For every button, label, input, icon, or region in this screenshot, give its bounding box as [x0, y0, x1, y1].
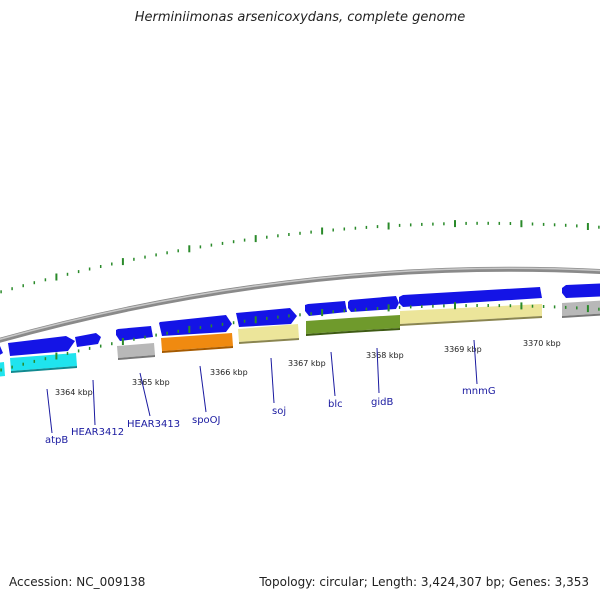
gene-labels: atpB HEAR3412 HEAR3413 spoOJ soj blc gid…	[45, 386, 496, 446]
tick-label: 3370 kbp	[523, 339, 561, 348]
gene-bar-spoOJ[interactable]	[161, 333, 233, 351]
accession-label: Accession: NC_009138	[9, 575, 146, 589]
gene-label-lines	[46, 339, 478, 434]
tick-label: 3366 kbp	[210, 368, 248, 377]
gene-arrow[interactable]	[75, 333, 101, 347]
tick-label: 3369 kbp	[444, 345, 482, 354]
gene-bar-soj-edge	[239, 338, 299, 344]
gene-bar-blc[interactable]	[306, 318, 349, 334]
tick-label: 3364 kbp	[55, 388, 93, 397]
gene-arrow[interactable]	[8, 336, 75, 356]
gene-bar-gidB-edge	[349, 328, 400, 333]
genome-backbone	[0, 266, 600, 343]
gene-label-gidB[interactable]: gidB	[371, 397, 393, 408]
gene-bar-right-grey[interactable]	[562, 300, 600, 316]
gene-label-HEAR3413[interactable]: HEAR3413	[127, 419, 180, 430]
gene-label-blc[interactable]: blc	[328, 399, 343, 410]
gene-bar-right-grey-edge	[562, 313, 600, 318]
kbp-ticks: 3364 kbp 3365 kbp 3366 kbp 3367 kbp 3368…	[55, 339, 561, 397]
gene-bar-atpB-left[interactable]	[0, 362, 5, 377]
outer-tick-ring	[0, 220, 600, 294]
gene-bar-atpB-edge	[11, 366, 77, 373]
gene-label-spoOJ[interactable]: spoOJ	[192, 415, 221, 426]
gene-arrow[interactable]	[116, 326, 153, 341]
gene-label-HEAR3412[interactable]: HEAR3412	[71, 427, 124, 438]
gene-bar-HEAR3413-edge	[118, 355, 155, 360]
gene-arrow[interactable]	[348, 296, 399, 312]
gene-bar-gidB[interactable]	[349, 315, 400, 331]
tick-label: 3368 kbp	[366, 351, 404, 360]
gene-bar-spoOJ-edge	[162, 346, 233, 353]
gene-bar-atpB[interactable]	[10, 353, 77, 371]
gene-arrow[interactable]	[399, 287, 542, 307]
gene-bar-mnmG[interactable]	[400, 304, 542, 324]
gene-arrow[interactable]	[305, 301, 347, 316]
gene-bar-blc-edge	[306, 331, 349, 336]
gene-label-atpB[interactable]: atpB	[45, 435, 68, 446]
map-title: Herminiimonas arsenicoxydans, complete g…	[134, 10, 466, 25]
inner-tick-ring	[0, 302, 600, 372]
topology-label: Topology: circular; Length: 3,424,307 bp…	[259, 575, 589, 589]
tick-label: 3365 kbp	[132, 378, 170, 387]
forward-strand-genes	[0, 283, 600, 356]
gene-bar-mnmG-edge	[400, 316, 542, 326]
gene-arrow[interactable]	[562, 283, 600, 298]
gene-label-mnmG[interactable]: mnmG	[462, 386, 496, 397]
gene-arrow[interactable]	[159, 315, 232, 336]
tick-label: 3367 kbp	[288, 359, 326, 368]
genome-backbone-highlight	[0, 267, 600, 341]
gene-bar-HEAR3413[interactable]	[117, 343, 155, 358]
gene-label-soj[interactable]: soj	[272, 406, 286, 417]
gene-bar-soj[interactable]	[238, 324, 299, 342]
gene-arrow[interactable]	[0, 346, 3, 356]
reverse-strand-genes	[0, 300, 600, 377]
